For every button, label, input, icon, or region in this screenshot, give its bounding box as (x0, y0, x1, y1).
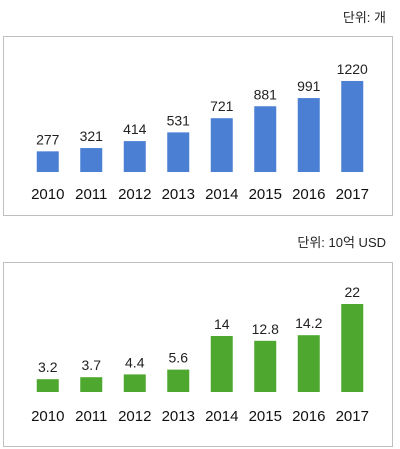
top-value-label-2012: 414 (123, 121, 147, 137)
top-value-label-2011: 321 (80, 128, 104, 144)
top-bar-2014 (210, 118, 233, 172)
top-tick-label-2016: 2016 (292, 186, 325, 203)
bottom-tick-label-2013: 2013 (162, 408, 195, 425)
top-tick-label-2013: 2013 (162, 186, 195, 203)
bottom-value-label-2015: 12.8 (252, 321, 279, 337)
top-value-label-2013: 531 (167, 112, 191, 128)
top-bar-2015 (254, 106, 277, 172)
top-bar-2013 (167, 132, 190, 172)
top-bar-2011 (80, 148, 103, 172)
bottom-bar-2014 (210, 336, 233, 392)
bottom-tick-label-2016: 2016 (292, 408, 325, 425)
bottom-value-label-2013: 5.6 (169, 350, 189, 366)
unit-label-bottom: 단위: 10억 USD (297, 235, 386, 250)
bottom-tick-label-2017: 2017 (336, 408, 369, 425)
bottom-bar-2015 (254, 340, 277, 392)
bottom-tick-label-2015: 2015 (249, 408, 282, 425)
bar-chart-bottom: 3.2 2010 3.7 2011 4.4 2012 5.6 2013 14 2014 12.8 20… (31, 284, 369, 425)
top-value-label-2016: 991 (297, 78, 321, 94)
bottom-value-label-2010: 3.2 (38, 359, 58, 375)
top-bar-2017 (341, 80, 364, 172)
bottom-bar-2010 (36, 379, 59, 392)
bottom-bar-2013 (167, 369, 190, 392)
bottom-bar-2017 (341, 304, 364, 392)
bottom-tick-label-2014: 2014 (205, 408, 238, 425)
bottom-tick-label-2012: 2012 (118, 408, 151, 425)
bottom-bar-2016 (297, 335, 320, 392)
top-tick-label-2010: 2010 (31, 186, 64, 203)
top-bar-2016 (297, 98, 320, 172)
chart-panel-top: 277 2010 321 2011 414 2012 531 2013 721 2014 881 20… (3, 36, 393, 216)
top-value-label-2017: 1220 (337, 61, 368, 77)
unit-label-top: 단위: 개 (342, 10, 386, 25)
bottom-value-label-2014: 14 (214, 316, 230, 332)
chart-panel-bottom: 3.2 2010 3.7 2011 4.4 2012 5.6 2013 14 2014 12.8 20… (3, 262, 393, 447)
top-tick-label-2011: 2011 (75, 186, 107, 203)
top-tick-label-2014: 2014 (205, 186, 238, 203)
top-tick-label-2015: 2015 (249, 186, 282, 203)
bottom-value-label-2011: 3.7 (82, 357, 102, 373)
bar-chart-top: 277 2010 321 2011 414 2012 531 2013 721 2014 881 20… (31, 61, 369, 203)
bottom-value-label-2012: 4.4 (125, 354, 145, 370)
bottom-tick-label-2010: 2010 (31, 408, 64, 425)
bottom-value-label-2017: 22 (344, 284, 360, 300)
bottom-bar-2011 (80, 377, 103, 392)
top-bar-2010 (36, 151, 59, 172)
top-tick-label-2012: 2012 (118, 186, 151, 203)
bottom-value-label-2016: 14.2 (295, 315, 322, 331)
top-tick-label-2017: 2017 (336, 186, 369, 203)
top-value-label-2010: 277 (36, 131, 60, 147)
top-bar-2012 (123, 141, 146, 172)
top-value-label-2015: 881 (254, 86, 278, 102)
bottom-tick-label-2011: 2011 (75, 408, 107, 425)
bottom-bar-2012 (123, 374, 146, 392)
top-value-label-2014: 721 (210, 98, 234, 114)
